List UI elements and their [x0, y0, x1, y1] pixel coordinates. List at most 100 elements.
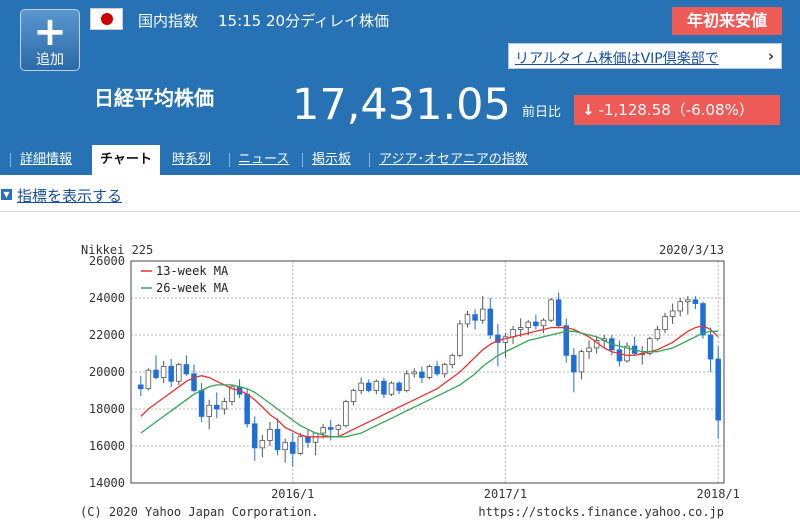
candle-body: [510, 329, 516, 338]
candle-body: [669, 310, 676, 317]
tab-separator: [369, 153, 370, 167]
candle-body: [707, 334, 714, 360]
candle-body: [388, 382, 395, 395]
plot-frame: [130, 260, 725, 484]
candle-body: [252, 423, 258, 449]
candle-body: [267, 428, 273, 441]
candle-body: [411, 371, 418, 375]
candle-body: [206, 404, 212, 417]
candle-body: [692, 299, 699, 304]
candle-body: [426, 366, 433, 378]
candle-body: [624, 345, 630, 362]
tab-chart[interactable]: チャート: [92, 145, 160, 175]
show-indicators-link[interactable]: 指標を表示する: [17, 187, 123, 205]
candle-body: [616, 349, 623, 362]
y-tick-label: 14000: [89, 476, 125, 490]
plus-icon: +: [33, 9, 67, 55]
current-price: 17,431.05: [292, 80, 511, 130]
candle-body: [685, 299, 691, 303]
candle-body: [176, 364, 182, 382]
candle-body: [571, 354, 577, 373]
tab-separator: [10, 153, 11, 167]
candle-body: [479, 308, 486, 321]
candle-body: [327, 427, 334, 430]
tab-news[interactable]: ニュース: [238, 152, 290, 167]
japan-flag-icon: [90, 8, 123, 30]
candle-body: [662, 316, 668, 330]
tab-time-series[interactable]: 時系列: [172, 152, 212, 167]
candle-body: [365, 382, 372, 391]
legend-ma13-label: 13-week MA: [156, 264, 229, 278]
vip-link-text[interactable]: リアルタイム株価はVIP倶楽部で: [515, 51, 719, 67]
candle-body: [312, 432, 319, 443]
tab-details[interactable]: 詳細情報: [20, 152, 73, 167]
candle-body: [578, 351, 585, 373]
candle-body: [244, 393, 250, 425]
candle-body: [654, 329, 661, 340]
y-tick-label: 20000: [89, 365, 125, 379]
candle-body: [153, 369, 159, 378]
candle-body: [168, 366, 174, 382]
index-type-label: 国内指数: [138, 12, 199, 30]
chart-panel: 14000 16000 18000 20000 22000 24000 26000 2016…: [0, 211, 800, 528]
tab-message-board[interactable]: 掲示板: [312, 152, 352, 167]
price-change-value: -1,128.58（-6.08%）: [598, 101, 754, 119]
candle-body: [563, 325, 570, 356]
delay-note: 15:15 20分ディレイ株価: [218, 12, 390, 30]
candle-body: [282, 441, 288, 451]
chart-copyright: (C) 2020 Yahoo Japan Corporation.: [80, 505, 318, 519]
tab-separator: [302, 153, 303, 167]
candle-body: [555, 299, 562, 327]
chevron-right-icon: ›: [767, 47, 774, 65]
price-change-badge: ↓ -1,128.58（-6.08%）: [574, 95, 780, 125]
candle-body: [335, 425, 342, 430]
nikkei-weekly-chart: 14000 16000 18000 20000 22000 24000 26000 2016…: [80, 243, 740, 519]
add-portfolio-button[interactable]: + 追加: [20, 9, 80, 71]
chart-grid: [131, 260, 724, 484]
candle-body: [419, 371, 425, 378]
candle-body: [586, 347, 592, 353]
quote-header: + 追加 国内指数 15:15 20分ディレイ株価 年初来安値 リアルタイム株価…: [0, 0, 800, 175]
candle-body: [160, 366, 167, 378]
y-tick-labels: 14000 16000 18000 20000 22000 24000 26000: [89, 254, 125, 490]
tab-separator: [229, 153, 230, 167]
chart-title: Nikkei 225: [81, 243, 153, 257]
candle-body: [358, 382, 364, 391]
chart-date: 2020/3/13: [659, 243, 724, 257]
candle-body: [214, 404, 220, 410]
ytd-low-badge: 年初来安値: [672, 7, 782, 35]
y-tick-label: 22000: [89, 328, 125, 342]
candle-body: [540, 319, 547, 327]
candle-body: [487, 308, 494, 336]
candle-body: [259, 440, 266, 449]
candle-body: [381, 380, 387, 395]
candle-body: [191, 373, 197, 391]
candle-body: [221, 401, 228, 410]
candle-body: [464, 314, 471, 325]
add-button-label: 追加: [36, 52, 64, 68]
candle-body: [525, 321, 532, 329]
chart-source-url: https://stocks.finance.yahoo.co.jp: [478, 505, 724, 519]
x-tick-label: 2017/1: [484, 487, 527, 501]
candle-body: [343, 401, 349, 427]
prev-day-label: 前日比: [522, 105, 562, 120]
x-tick-label: 2018/1: [697, 487, 740, 501]
candle-body: [548, 299, 554, 321]
candle-body: [289, 441, 296, 454]
index-name: 日経平均株価: [94, 86, 214, 110]
candle-body: [305, 436, 311, 443]
candle-body: [533, 321, 539, 327]
candle-body: [198, 390, 205, 417]
candle-body: [715, 358, 721, 421]
x-tick-label: 2016/1: [271, 487, 314, 501]
vip-realtime-link[interactable]: リアルタイム株価はVIP倶楽部で ›: [508, 43, 782, 69]
candle-body: [403, 373, 410, 391]
candle-body: [138, 384, 144, 390]
candle-body: [517, 327, 524, 330]
tab-asia-oceania[interactable]: アジア･オセアニアの指数: [379, 152, 528, 167]
arrow-down-icon: ↓: [582, 101, 595, 119]
candle-body: [434, 366, 440, 375]
candle-body: [297, 436, 304, 454]
ma26-line: [140, 330, 719, 438]
